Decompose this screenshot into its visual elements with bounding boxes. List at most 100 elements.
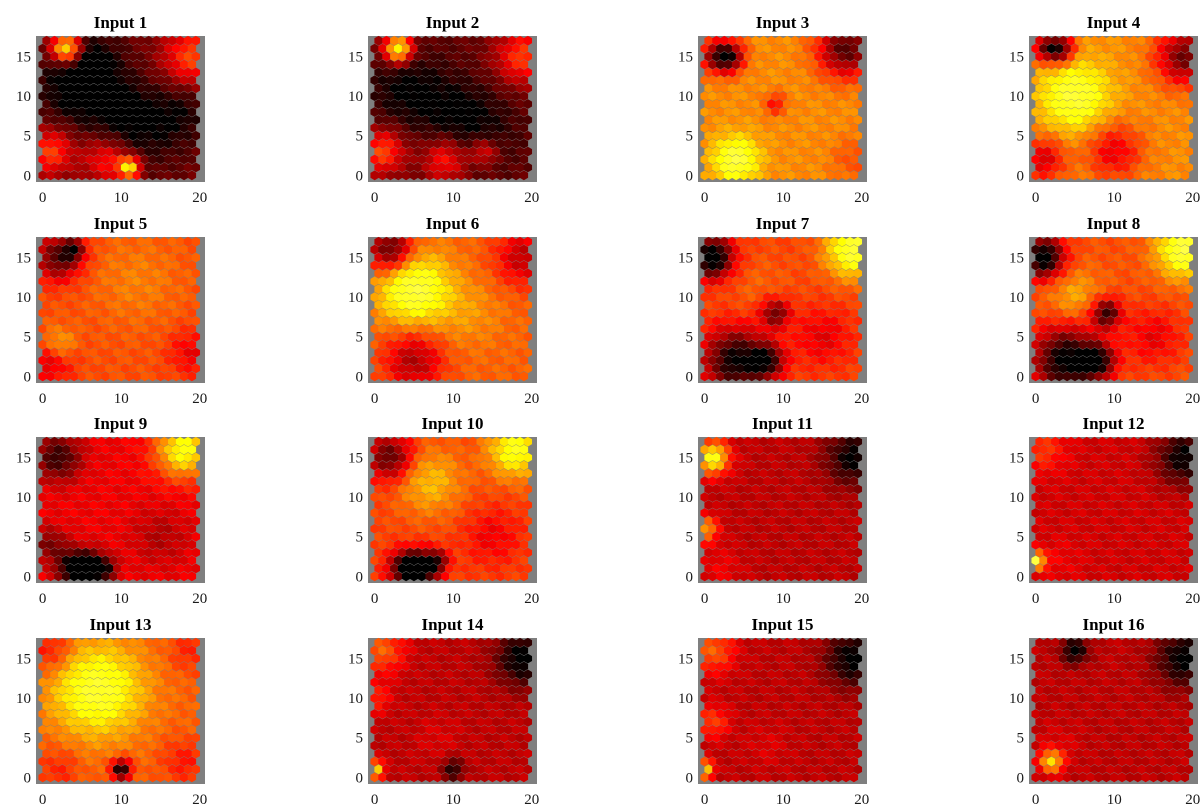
hex-cell xyxy=(89,51,98,62)
hex-cell xyxy=(849,43,859,54)
hex-cell xyxy=(175,436,185,447)
hex-cell xyxy=(492,236,501,247)
hex-cell xyxy=(1047,371,1056,382)
hex-cell xyxy=(374,484,383,495)
hex-cell xyxy=(117,107,126,117)
hex-cell xyxy=(822,99,831,109)
hex-cell xyxy=(374,162,383,173)
hex-cell xyxy=(833,508,843,518)
hex-cell xyxy=(38,355,47,366)
hex-cell xyxy=(1168,363,1178,374)
hex-cell xyxy=(456,170,466,181)
hex-cell xyxy=(1090,99,1099,109)
hex-cell xyxy=(62,170,71,181)
hex-cell xyxy=(704,236,713,247)
hex-cell xyxy=(97,268,106,279)
hex-cell xyxy=(763,492,772,502)
hex-cell xyxy=(1141,107,1150,117)
hex-cell xyxy=(89,531,98,542)
panel-title: Input 5 xyxy=(94,214,147,233)
hex-cell xyxy=(1070,339,1080,350)
hex-cell xyxy=(187,292,197,302)
hex-cell xyxy=(849,308,859,318)
hex-cell xyxy=(42,331,51,342)
hex-cell xyxy=(390,162,399,173)
hex-cell xyxy=(386,75,395,86)
hex-cell xyxy=(1125,371,1135,382)
hex-cell xyxy=(370,539,379,550)
hex-cell xyxy=(452,531,462,542)
hex-cell xyxy=(101,339,110,350)
hex-cell xyxy=(38,91,47,101)
hex-cell xyxy=(62,260,71,271)
hex-cell xyxy=(814,484,823,495)
hex-cell xyxy=(105,252,114,263)
hex-cell xyxy=(1133,244,1142,255)
hex-cell xyxy=(452,115,462,125)
hex-cell xyxy=(160,500,169,510)
hex-cell xyxy=(421,484,430,495)
hex-cell xyxy=(50,500,59,510)
hex-cell xyxy=(1168,347,1178,358)
hex-cell xyxy=(810,107,819,117)
hex-cell xyxy=(171,75,181,86)
hex-cell xyxy=(148,43,157,54)
hex-cell xyxy=(460,115,470,125)
hex-cell xyxy=(500,316,509,326)
hex-cell xyxy=(1121,51,1131,62)
hex-cell xyxy=(724,308,733,318)
hex-cell xyxy=(401,476,411,487)
hex-cell xyxy=(1176,268,1186,279)
hex-cell xyxy=(853,67,863,78)
hex-cell xyxy=(405,316,415,326)
hex-cell xyxy=(1145,331,1154,342)
hex-cell xyxy=(496,539,505,550)
hex-cell xyxy=(1133,371,1142,382)
hex-cell xyxy=(727,67,737,78)
hex-cell xyxy=(1176,67,1186,78)
hex-cell xyxy=(1094,308,1103,318)
hex-cell xyxy=(132,555,142,566)
hex-cell xyxy=(460,35,470,46)
hex-cell xyxy=(409,122,419,133)
hex-cell xyxy=(503,508,513,518)
hex-cell xyxy=(1039,59,1048,70)
hex-cell xyxy=(1051,331,1060,342)
hex-cell xyxy=(814,268,823,279)
hex-cell xyxy=(77,571,87,582)
hex-cell xyxy=(1157,355,1166,366)
hex-cell xyxy=(523,284,533,295)
hex-cell xyxy=(390,468,399,479)
hex-cell xyxy=(374,284,383,295)
hex-cell xyxy=(1110,276,1119,287)
hex-cell xyxy=(179,476,189,487)
hex-cell xyxy=(716,107,725,117)
y-tick-label: 10 xyxy=(1009,290,1024,306)
hex-cell xyxy=(437,284,446,295)
hex-cell xyxy=(38,444,47,455)
hex-cell xyxy=(62,539,71,550)
hex-cell xyxy=(390,99,399,109)
hex-cell xyxy=(1074,252,1084,263)
hex-cell xyxy=(775,67,784,78)
hex-cell xyxy=(849,138,859,149)
hex-cell xyxy=(767,284,776,295)
hex-cell xyxy=(724,355,733,366)
hex-cell xyxy=(1058,363,1068,374)
hex-cell xyxy=(739,323,749,334)
hex-cell xyxy=(54,339,63,350)
hex-cell xyxy=(397,99,407,109)
hex-cell xyxy=(727,284,737,295)
hex-cell xyxy=(814,252,823,263)
hex-cell xyxy=(743,347,753,358)
hex-cell xyxy=(1145,363,1154,374)
hex-cell xyxy=(156,323,165,334)
hex-cell xyxy=(183,468,193,479)
hex-cell xyxy=(755,492,764,502)
hex-cell xyxy=(117,154,126,165)
hex-cell xyxy=(731,539,741,550)
hex-cell xyxy=(775,500,784,510)
hex-cell xyxy=(519,122,529,133)
hex-cell xyxy=(830,468,839,479)
